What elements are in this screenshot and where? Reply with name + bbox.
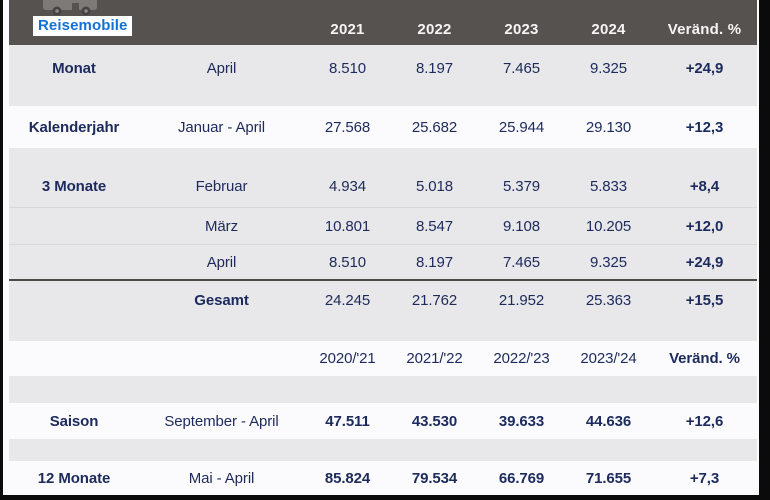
- row-period: April: [206, 59, 237, 77]
- row-label: Saison: [49, 412, 99, 430]
- table-row-kalenderjahr: Kalenderjahr Januar - April 27.568 25.68…: [9, 106, 757, 148]
- table-row-maerz: März 10.801 8.547 9.108 10.205 +12,0: [9, 208, 757, 245]
- row-period: Gesamt: [194, 291, 249, 309]
- statistics-table: Reisemobile 2021 2022 2023 2024 Veränd. …: [9, 0, 757, 495]
- row-change: +24,9: [685, 59, 724, 77]
- row-value: 4.934: [328, 178, 367, 195]
- category-label-selected[interactable]: Reisemobile: [33, 16, 133, 36]
- row-value: 25.944: [498, 118, 545, 136]
- season-column-2023-24: 2023/'24: [580, 350, 637, 367]
- season-column-2022-23: 2022/'23: [493, 350, 550, 367]
- row-value: 43.530: [411, 412, 458, 430]
- row-period: September - April: [164, 412, 279, 430]
- row-value: 9.108: [502, 217, 541, 235]
- year-column-2024: 2024: [591, 21, 626, 38]
- row-value: 39.633: [498, 412, 545, 430]
- row-value: 24.245: [324, 291, 371, 309]
- row-value: 71.655: [585, 469, 632, 487]
- row-period: März: [205, 217, 238, 235]
- row-value: 66.769: [498, 469, 545, 487]
- row-value: 5.833: [589, 178, 628, 195]
- row-label: 3 Monate: [41, 178, 107, 195]
- row-change: +15,5: [685, 291, 724, 309]
- row-value: 25.363: [585, 291, 632, 309]
- row-value: 9.325: [589, 59, 628, 77]
- season-header-row: 2020/'21 2021/'22 2022/'23 2023/'24 Verä…: [9, 341, 757, 376]
- row-value: 8.510: [328, 253, 367, 271]
- row-change: +8,4: [689, 178, 720, 195]
- row-change: +7,3: [689, 469, 720, 487]
- row-change: +12,6: [685, 412, 724, 430]
- table-row-april: April 8.510 8.197 7.465 9.325 +24,9: [9, 245, 757, 281]
- band-spacer: [9, 148, 757, 166]
- band-spacer: [9, 439, 757, 461]
- row-value: 25.682: [411, 118, 458, 136]
- table-row-monat: Monat April 8.510 8.197 7.465 9.325 +24,…: [9, 45, 757, 91]
- row-value: 10.205: [585, 217, 632, 235]
- row-value: 79.534: [411, 469, 458, 487]
- row-value: 21.762: [411, 291, 458, 309]
- year-column-2021: 2021: [330, 21, 365, 38]
- table-header: Reisemobile 2021 2022 2023 2024 Veränd. …: [9, 0, 757, 45]
- motorhome-icon: [43, 0, 97, 20]
- row-value: 8.197: [415, 253, 454, 271]
- row-value: 29.130: [585, 118, 632, 136]
- row-period: April: [206, 253, 237, 271]
- row-change: +12,3: [685, 118, 724, 136]
- band-spacer: [9, 91, 757, 106]
- table-row-saison: Saison September - April 47.511 43.530 3…: [9, 403, 757, 439]
- row-value: 8.547: [415, 217, 454, 235]
- row-value: 8.197: [415, 59, 454, 77]
- row-period: Januar - April: [178, 118, 265, 136]
- row-value: 9.325: [589, 253, 628, 271]
- table-row-februar: 3 Monate Februar 4.934 5.018 5.379 5.833…: [9, 166, 757, 208]
- year-column-2023: 2023: [504, 21, 539, 38]
- season-column-2020-21: 2020/'21: [319, 350, 376, 367]
- row-value: 44.636: [585, 412, 632, 430]
- row-label: 12 Monate: [37, 469, 111, 487]
- table-row-gesamt: Gesamt 24.245 21.762 21.952 25.363 +15,5: [9, 281, 757, 319]
- row-value: 10.801: [324, 217, 371, 235]
- row-period: Mai - April: [188, 469, 255, 487]
- row-value: 5.018: [415, 178, 454, 195]
- page-background: Reisemobile 2021 2022 2023 2024 Veränd. …: [3, 0, 759, 495]
- row-change: +24,9: [685, 253, 724, 271]
- row-value: 21.952: [498, 291, 545, 309]
- row-value: 8.510: [328, 59, 367, 77]
- season-column-2021-22: 2021/'22: [406, 350, 463, 367]
- row-value: 27.568: [324, 118, 371, 136]
- row-label: Kalenderjahr: [28, 118, 120, 136]
- row-period: Februar: [195, 178, 248, 195]
- band-spacer: [9, 376, 757, 403]
- row-value: 7.465: [502, 253, 541, 271]
- band-spacer: [9, 319, 757, 341]
- season-change-column-header: Veränd. %: [669, 350, 740, 367]
- row-value: 7.465: [502, 59, 541, 77]
- row-change: +12,0: [685, 217, 724, 235]
- row-label: Monat: [52, 59, 96, 77]
- change-column-header: Veränd. %: [667, 21, 742, 38]
- row-value: 85.824: [324, 469, 371, 487]
- row-value: 47.511: [325, 412, 370, 430]
- year-column-2022: 2022: [417, 21, 452, 38]
- table-row-12-monate: 12 Monate Mai - April 85.824 79.534 66.7…: [9, 461, 757, 495]
- row-value: 5.379: [502, 178, 541, 195]
